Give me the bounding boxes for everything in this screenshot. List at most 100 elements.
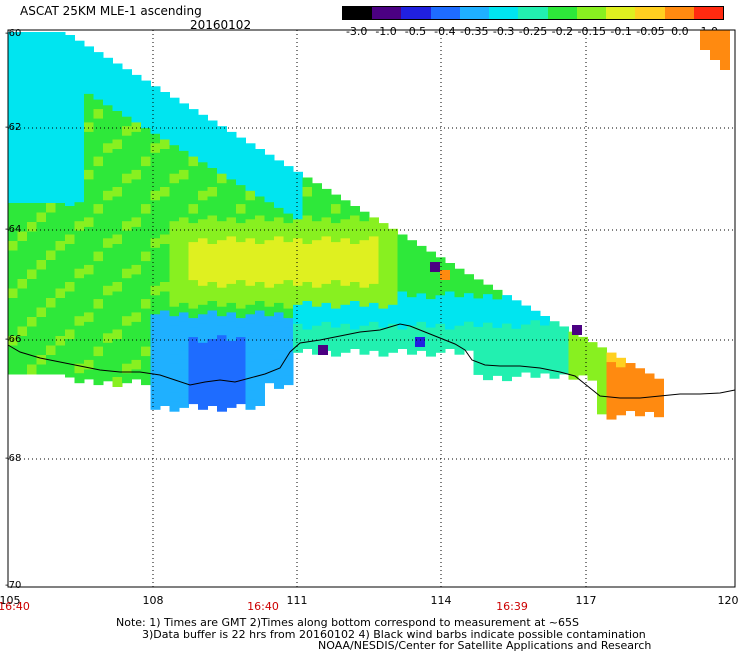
swath-pixel (293, 295, 303, 306)
swath-pixel (17, 222, 28, 232)
swath-pixel (264, 316, 275, 327)
swath-pixel (27, 222, 37, 232)
swath-pixel (416, 331, 427, 342)
swath-pixel (84, 103, 94, 114)
swath-pixel (84, 55, 94, 66)
swath-pixel (27, 70, 37, 80)
swath-pixel (93, 270, 104, 281)
swath-pixel (426, 337, 436, 348)
swath-pixel (302, 263, 313, 273)
swath-pixel (93, 166, 104, 177)
swath-pixel (198, 361, 208, 372)
swath-pixel (217, 325, 227, 336)
swath-pixel (454, 297, 465, 308)
swath-pixel (635, 387, 645, 398)
swath-pixel (65, 158, 75, 169)
swath-pixel (502, 333, 512, 344)
swath-pixel (616, 395, 626, 406)
swath-pixel (112, 301, 123, 311)
swath-pixel (8, 260, 18, 270)
swath-pixel (46, 193, 56, 204)
swath-pixel (217, 192, 227, 203)
swath-pixel (150, 257, 161, 268)
swath-pixel (350, 234, 360, 245)
swath-pixel (264, 287, 275, 298)
swath-pixel (340, 200, 351, 211)
swath-pixel (340, 209, 351, 220)
swath-pixel (46, 298, 56, 308)
swath-pixel (473, 326, 484, 337)
swath-pixel (245, 266, 256, 277)
swath-pixel (710, 40, 720, 50)
swath-pixel (198, 181, 208, 192)
swath-pixel (502, 314, 512, 325)
swath-pixel (36, 70, 47, 80)
swath-pixel (27, 79, 37, 90)
swath-pixel (283, 337, 294, 348)
swath-pixel (141, 147, 151, 158)
swath-pixel (8, 279, 18, 289)
colorbar-swatch (576, 7, 607, 19)
swath-pixel (245, 219, 256, 230)
swath-pixel (359, 259, 370, 270)
lat-label: -66 (5, 334, 22, 345)
swath-pixel (27, 250, 37, 261)
swath-pixel (207, 234, 218, 245)
swath-pixel (198, 295, 208, 306)
swath-pixel (122, 126, 132, 137)
swath-pixel (559, 326, 569, 337)
swath-pixel (93, 251, 104, 262)
swath-pixel (122, 173, 132, 184)
swath-pixel (141, 175, 151, 186)
swath-pixel (46, 364, 56, 375)
swath-pixel (407, 316, 417, 327)
swath-pixel (160, 386, 170, 397)
swath-pixel (27, 117, 37, 128)
swath-pixel (236, 156, 246, 167)
swath-pixel (103, 323, 113, 334)
swath-pixel (141, 166, 151, 177)
swath-pixel (274, 302, 284, 313)
swath-pixel (122, 316, 132, 327)
swath-pixel (369, 283, 379, 294)
swath-pixel (559, 364, 569, 375)
swath-pixel (264, 192, 275, 203)
swath-pixel (169, 287, 180, 298)
swath-pixel (397, 234, 408, 245)
swath-pixel (378, 337, 389, 348)
swath-pixel (179, 274, 189, 285)
swath-pixel (283, 280, 294, 291)
swath-pixel (359, 287, 370, 298)
swath-pixel (492, 365, 503, 376)
swath-pixel (27, 298, 37, 308)
swath-pixel (55, 250, 66, 261)
swath-pixel (274, 245, 284, 256)
swath-pixel (255, 158, 265, 169)
swath-pixel (245, 285, 256, 296)
swath-pixel (93, 261, 104, 272)
swath-pixel (169, 306, 180, 317)
swath-pixel (46, 32, 56, 42)
swath-pixel (416, 274, 427, 285)
swath-pixel (245, 247, 256, 258)
swath-pixel (46, 260, 56, 270)
swath-pixel (207, 215, 218, 226)
swath-pixel (350, 253, 360, 264)
swath-pixel (55, 184, 66, 194)
swath-pixel (217, 221, 227, 232)
swath-pixel (8, 60, 18, 71)
swath-pixel (331, 337, 341, 348)
swath-pixel (710, 30, 720, 40)
swath-pixel (312, 316, 322, 327)
swath-pixel (36, 174, 47, 185)
swath-pixel (616, 405, 626, 416)
swath-pixel (530, 358, 541, 369)
swath-pixel (169, 211, 180, 222)
swath-pixel (549, 330, 560, 341)
swath-pixel (226, 160, 237, 171)
swath-pixel (236, 384, 246, 395)
swath-pixel (445, 263, 455, 273)
swath-pixel (597, 394, 607, 405)
swath-pixel (207, 320, 218, 330)
swath-pixel (93, 280, 104, 291)
